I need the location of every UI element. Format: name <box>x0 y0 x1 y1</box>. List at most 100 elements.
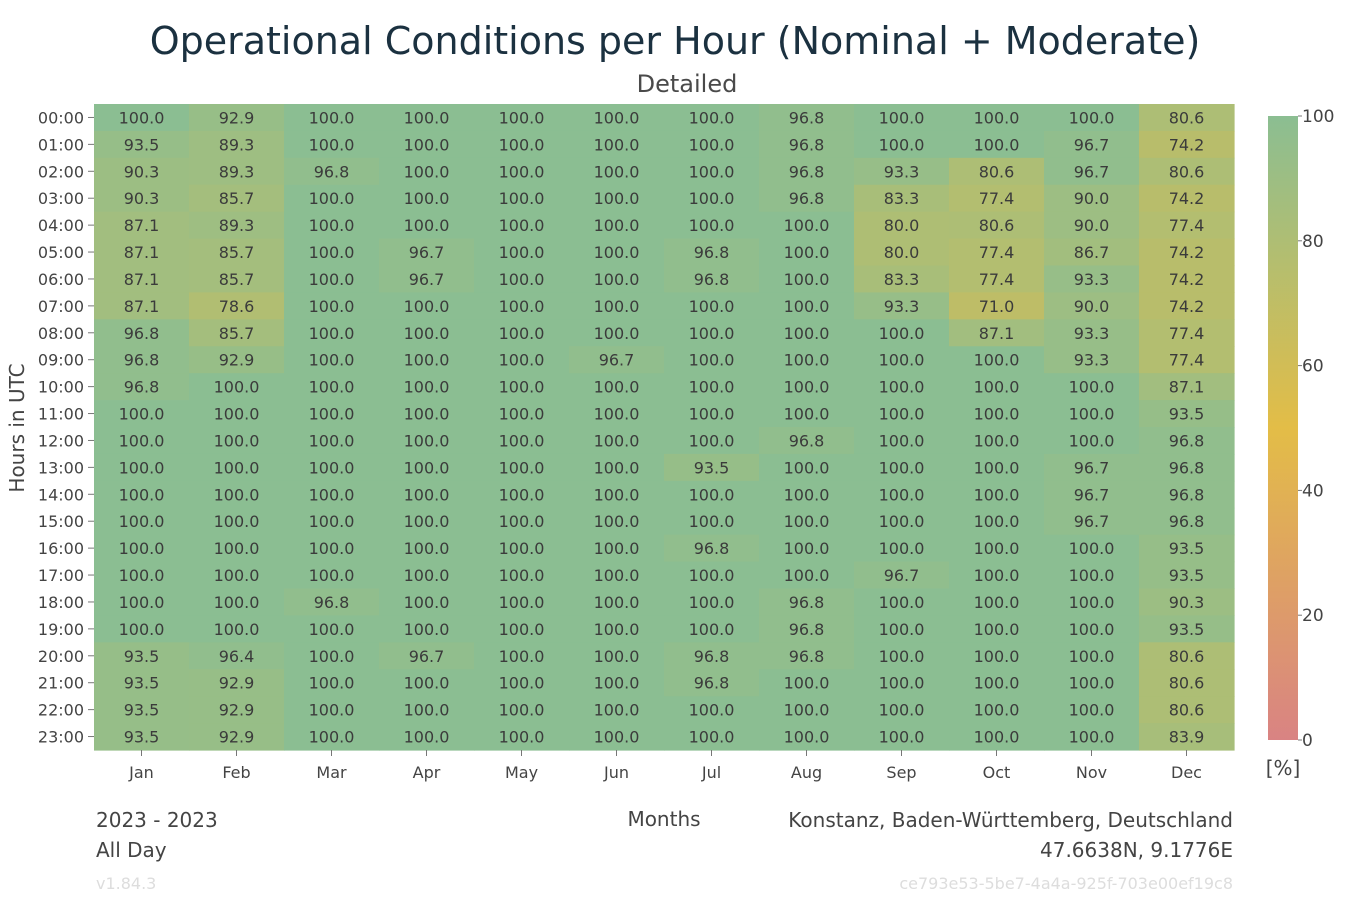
heatmap-cell <box>664 130 760 159</box>
cell-value-label: 74.2 <box>1169 189 1205 208</box>
cell-value-label: 74.2 <box>1169 270 1205 289</box>
cell-value-label: 100.0 <box>404 135 450 154</box>
heatmap-cell <box>474 480 570 509</box>
heatmap-cell <box>854 319 950 347</box>
heatmap-cell <box>949 373 1045 401</box>
cell-value-label: 100.0 <box>784 485 830 504</box>
cell-value-label: 100.0 <box>879 593 925 612</box>
y-tick-label: 11:00 <box>38 405 84 424</box>
heatmap-cell <box>284 292 380 320</box>
heatmap-cell <box>664 157 760 186</box>
y-tick-label: 13:00 <box>38 458 84 477</box>
cell-value-label: 93.5 <box>694 458 730 477</box>
cell-value-label: 100.0 <box>214 512 260 531</box>
heatmap-cell <box>474 561 570 590</box>
cell-value-label: 80.6 <box>1169 647 1205 666</box>
heatmap-cell <box>379 507 475 536</box>
cell-value-label: 100.0 <box>119 431 165 450</box>
cell-value-label: 100.0 <box>974 647 1020 666</box>
heatmap-cell <box>94 373 190 401</box>
cell-value-label: 96.8 <box>789 108 825 127</box>
cell-value-label: 100.0 <box>879 728 925 747</box>
heatmap-cell <box>759 507 855 536</box>
heatmap-cell <box>284 104 380 132</box>
heatmap-cell <box>189 642 285 670</box>
cell-value-label: 100.0 <box>119 620 165 639</box>
cell-value-label: 100.0 <box>499 378 545 397</box>
heatmap-cell <box>189 184 285 213</box>
heatmap-cell <box>189 507 285 536</box>
cell-value-label: 100.0 <box>689 728 735 747</box>
heatmap-cell <box>664 534 760 563</box>
cell-value-label: 100.0 <box>974 728 1020 747</box>
cell-value-label: 87.1 <box>124 297 160 316</box>
cell-value-label: 85.7 <box>219 243 255 262</box>
heatmap-cell <box>284 427 380 455</box>
cell-value-label: 100.0 <box>309 674 355 693</box>
heatmap-cell <box>949 453 1045 482</box>
cell-value-label: 100.0 <box>499 243 545 262</box>
cell-value-label: 100.0 <box>689 593 735 612</box>
cell-value-label: 83.3 <box>884 189 920 208</box>
cell-value-label: 100.0 <box>784 243 830 262</box>
cell-value-label: 96.7 <box>1074 135 1110 154</box>
heatmap-cell <box>569 669 665 697</box>
location-label: Konstanz, Baden-Württemberg, Deutschland <box>788 808 1233 832</box>
heatmap-cell <box>854 104 950 132</box>
heatmap-cell <box>189 588 285 617</box>
heatmap-cell <box>474 453 570 482</box>
cell-value-label: 100.0 <box>974 512 1020 531</box>
heatmap-cell <box>474 534 570 563</box>
heatmap-cell <box>379 427 475 455</box>
cell-value-label: 100.0 <box>1069 566 1115 585</box>
heatmap-cell <box>189 480 285 509</box>
heatmap-cell <box>189 696 285 724</box>
colorbar-tick-label: 100 <box>1302 107 1334 127</box>
cell-value-label: 100.0 <box>879 512 925 531</box>
cell-value-label: 100.0 <box>1069 593 1115 612</box>
heatmap-cell <box>1044 373 1140 401</box>
heatmap-cell <box>284 238 380 267</box>
heatmap-cell <box>94 588 190 617</box>
heatmap-cell <box>854 669 950 697</box>
cell-value-label: 100.0 <box>119 485 165 504</box>
cell-value-label: 100.0 <box>879 647 925 666</box>
heatmap-cell <box>949 561 1045 590</box>
heatmap-cell <box>94 534 190 563</box>
heatmap-cell <box>854 211 950 240</box>
cell-value-label: 100.0 <box>214 378 260 397</box>
cell-value-label: 100.0 <box>119 566 165 585</box>
heatmap-cell <box>949 400 1045 428</box>
cell-value-label: 100.0 <box>784 701 830 720</box>
y-tick-label: 18:00 <box>38 593 84 612</box>
cell-value-label: 100.0 <box>404 324 450 343</box>
heatmap-cell <box>949 588 1045 617</box>
cell-value-label: 100.0 <box>784 566 830 585</box>
cell-value-label: 100.0 <box>119 539 165 558</box>
y-tick-label: 15:00 <box>38 512 84 531</box>
heatmap-cell <box>1139 588 1235 617</box>
heatmap-cell <box>569 238 665 267</box>
heatmap-cell <box>94 723 190 751</box>
x-tick-label: Feb <box>222 763 250 782</box>
cell-value-label: 100.0 <box>879 324 925 343</box>
cell-value-label: 96.8 <box>789 593 825 612</box>
cell-value-label: 92.9 <box>219 728 255 747</box>
cell-value-label: 100.0 <box>1069 108 1115 127</box>
cell-value-label: 100.0 <box>594 135 640 154</box>
cell-value-label: 100.0 <box>689 701 735 720</box>
heatmap-cell <box>759 480 855 509</box>
heatmap-cell <box>189 561 285 590</box>
x-tick-label: Sep <box>886 763 916 782</box>
heatmap-cell <box>1139 211 1235 240</box>
cell-value-label: 90.0 <box>1074 297 1110 316</box>
cell-value-label: 100.0 <box>1069 539 1115 558</box>
cell-value-label: 93.5 <box>124 701 160 720</box>
colorbar-unit: [%] <box>1266 756 1301 780</box>
heatmap-cells: 100.0 92.9 100.0 100.0 100.0 100.0 100.0 96.8 10… <box>94 104 1235 751</box>
heatmap-cell <box>664 211 760 240</box>
cell-value-label: 100.0 <box>309 351 355 370</box>
y-tick-label: 03:00 <box>38 189 84 208</box>
cell-value-label: 100.0 <box>119 512 165 531</box>
cell-value-label: 100.0 <box>309 620 355 639</box>
